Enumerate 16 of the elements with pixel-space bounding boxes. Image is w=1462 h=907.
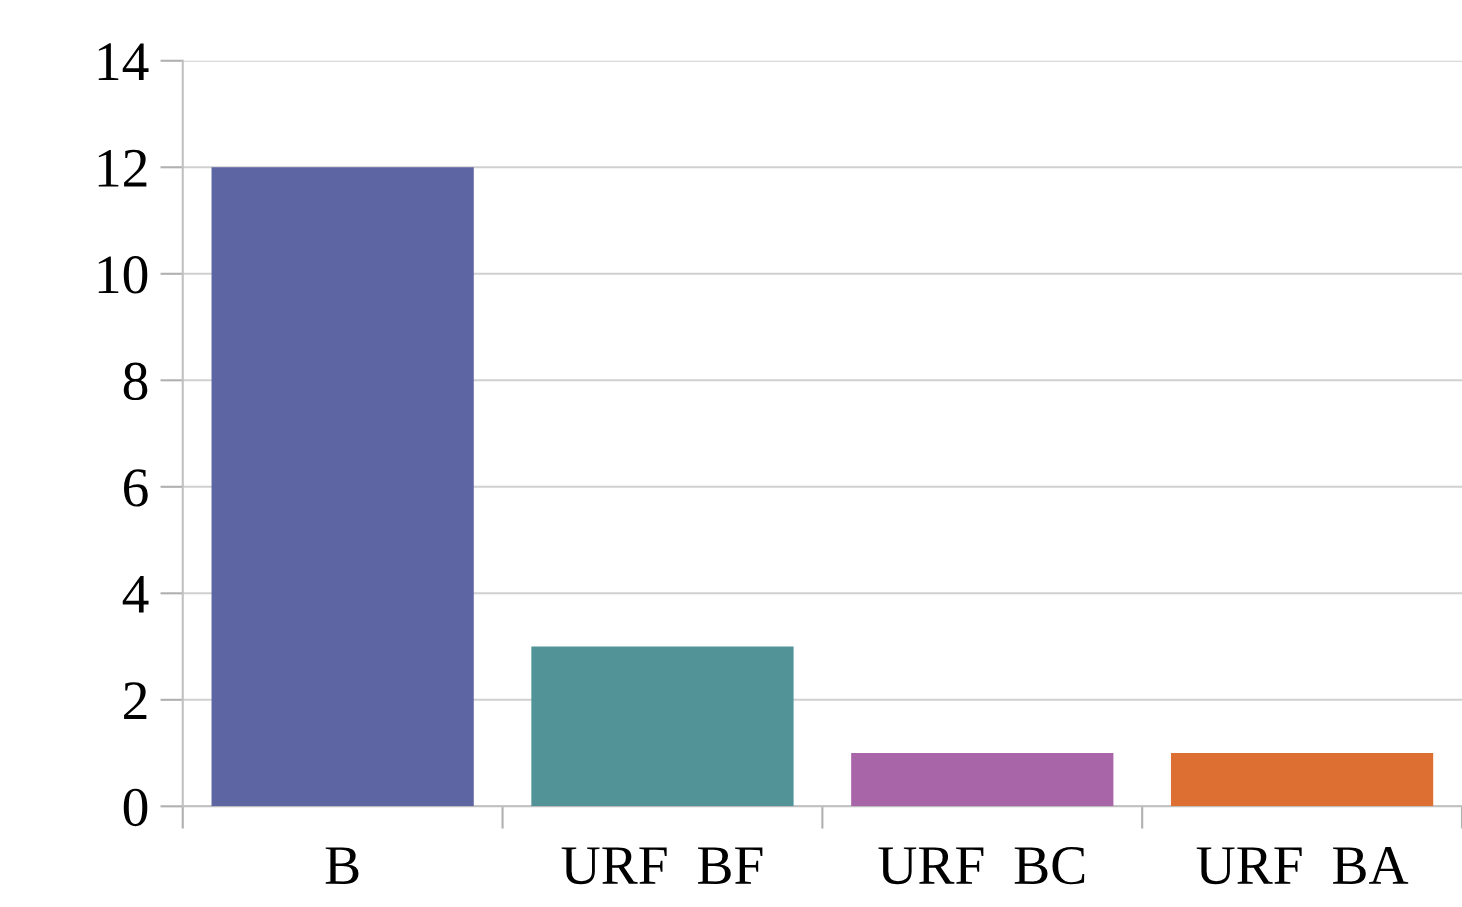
bar (1170, 753, 1434, 807)
x-tick-label: URF BC (878, 846, 1085, 885)
bar (211, 167, 474, 807)
y-tick-label: 10 (98, 256, 148, 294)
x-tick-label: URF BF (561, 847, 763, 885)
y-tick-label: 6 (124, 469, 148, 507)
x-tick-label: URF BA (1196, 847, 1409, 885)
y-tick-label: 2 (124, 682, 147, 720)
y-tick-label: 0 (123, 788, 148, 827)
y-tick-label: 12 (98, 149, 147, 187)
bar (851, 753, 1114, 807)
bar (531, 646, 794, 807)
y-tick-label: 4 (122, 576, 149, 613)
y-tick-label: 14 (98, 43, 149, 81)
y-tick-label: 8 (123, 362, 148, 401)
x-tick-label: B (325, 847, 359, 884)
